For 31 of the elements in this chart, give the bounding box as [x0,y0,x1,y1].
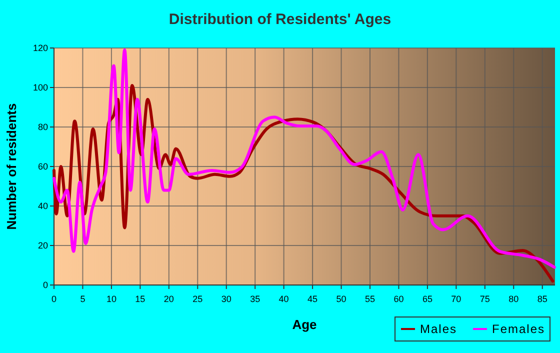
x-tick-label: 80 [508,294,519,304]
y-tick-label: 100 [32,82,48,93]
x-tick-label: 45 [308,294,318,304]
y-tick-label: 120 [32,43,48,54]
y-tick-label: 60 [38,162,48,172]
x-tick-label: 30 [221,294,232,304]
x-tick-label: 60 [394,294,404,304]
x-tick-label: 35 [250,294,260,304]
x-tick-label: 20 [164,294,174,304]
y-tick-label: 0 [42,280,48,290]
x-tick-label: 65 [422,294,432,304]
x-tick-label: 70 [451,294,462,304]
x-tick-label: 0 [51,294,57,304]
legend-label: Males [420,322,458,336]
x-tick-label: 5 [80,294,86,304]
x-tick-label: 25 [192,294,203,304]
x-axis-title: Age [292,317,317,332]
line-series [52,48,556,269]
x-tick-label: 75 [480,294,490,304]
x-tick-label: 10 [106,294,116,304]
x-tick-label: 15 [135,294,146,304]
chart-title: Distribution of Residents' Ages [168,11,392,28]
y-tick-label: 40 [38,201,48,212]
x-tick-label: 50 [336,294,346,304]
y-tick-label: 80 [38,122,48,132]
x-tick-label: 85 [537,294,548,304]
legend-label: Females [492,322,546,336]
x-tick-label: 55 [364,294,376,304]
y-tick-label: 20 [38,240,48,251]
y-axis-title: Number of residents [4,103,19,230]
x-tick-label: 40 [278,294,289,304]
